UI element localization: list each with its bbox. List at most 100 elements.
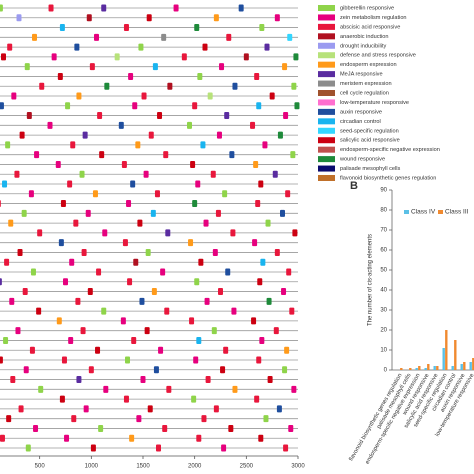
legend-label: abscisic acid responsive [340, 24, 400, 30]
element-mark [0, 4, 3, 12]
element-mark [79, 170, 85, 178]
bar [400, 368, 403, 370]
legend-swatch [318, 118, 335, 125]
element-mark [153, 366, 159, 374]
element-mark [150, 209, 156, 217]
element-mark [37, 229, 43, 237]
element-mark [194, 278, 200, 286]
legend-swatch [318, 42, 335, 49]
element-mark [201, 415, 207, 423]
element-mark [59, 24, 65, 32]
element-mark [30, 268, 36, 276]
element-mark [3, 336, 9, 344]
element-mark [29, 346, 35, 354]
element-mark [11, 92, 17, 100]
legend-swatch [318, 71, 335, 78]
element-mark [289, 307, 295, 315]
element-mark [123, 24, 129, 32]
element-mark [284, 346, 290, 354]
element-mark [0, 434, 5, 442]
element-mark [128, 72, 134, 80]
panel-a: 500 1000 1500 2000 2500 3000 [0, 4, 305, 470]
element-mark [68, 336, 74, 344]
bar [469, 362, 472, 370]
element-mark [197, 72, 203, 80]
bar [460, 364, 463, 370]
element-mark [253, 160, 259, 168]
element-mark [0, 200, 1, 208]
element-mark [257, 278, 263, 286]
legend-swatch [438, 210, 443, 214]
element-mark [120, 317, 126, 325]
element-mark [200, 141, 206, 149]
element-mark [283, 444, 289, 452]
element-mark [129, 434, 135, 442]
element-mark [258, 434, 264, 442]
element-mark [286, 268, 292, 276]
element-mark [125, 356, 130, 364]
bar [433, 366, 436, 370]
legend-label: salicylic acid responsive [340, 138, 400, 144]
element-mark [189, 317, 195, 325]
element-mark [122, 239, 128, 247]
element-mark [16, 14, 22, 22]
bar [454, 340, 457, 370]
element-mark [48, 4, 54, 12]
element-mark [221, 444, 227, 452]
legend-swatch [318, 137, 335, 144]
element-mark [56, 317, 62, 325]
element-mark [213, 405, 219, 413]
element-mark [230, 229, 236, 237]
legend-swatch [404, 210, 409, 214]
element-mark [256, 102, 262, 110]
x-tick-label: 500 [35, 464, 46, 470]
element-mark [190, 160, 196, 168]
element-mark [161, 33, 167, 41]
legend-swatch [318, 108, 335, 115]
element-mark [15, 327, 21, 335]
element-mark [224, 112, 230, 120]
element-mark [83, 405, 89, 413]
element-mark [152, 63, 158, 71]
element-mark [5, 141, 11, 149]
element-mark [231, 307, 237, 315]
legend-swatch [318, 14, 335, 21]
bar [442, 348, 445, 370]
element-mark [198, 258, 204, 266]
y-tick-label: 0 [384, 368, 388, 374]
element-mark [47, 121, 53, 129]
element-mark [60, 200, 66, 208]
element-mark [207, 92, 213, 100]
element-mark [252, 239, 258, 247]
element-mark [187, 121, 192, 129]
element-mark [57, 72, 63, 80]
element-mark [92, 190, 98, 198]
element-mark [28, 190, 34, 198]
element-mark [274, 14, 280, 22]
element-mark [63, 278, 68, 286]
element-mark [8, 219, 14, 227]
element-mark [204, 297, 210, 305]
element-mark [191, 395, 197, 403]
element-mark [21, 209, 27, 217]
element-mark [154, 190, 160, 198]
legend-label: low-temperature responsive [340, 100, 409, 106]
element-mark [288, 424, 294, 432]
element-mark [293, 53, 299, 61]
element-mark [195, 180, 201, 188]
element-mark [156, 444, 161, 452]
element-mark [269, 92, 275, 100]
element-mark [254, 395, 260, 403]
element-mark [263, 415, 269, 423]
element-mark [9, 297, 15, 305]
element-mark [86, 14, 92, 22]
element-mark [95, 346, 101, 354]
element-mark [250, 121, 256, 129]
element-mark [228, 424, 234, 432]
element-mark [262, 141, 268, 149]
element-mark [277, 131, 283, 139]
legend-swatch [318, 99, 335, 106]
legend-label: defense and stress responsive [340, 53, 416, 59]
legend-label: palisade mesophyll cells [340, 166, 401, 172]
element-mark [148, 131, 154, 139]
